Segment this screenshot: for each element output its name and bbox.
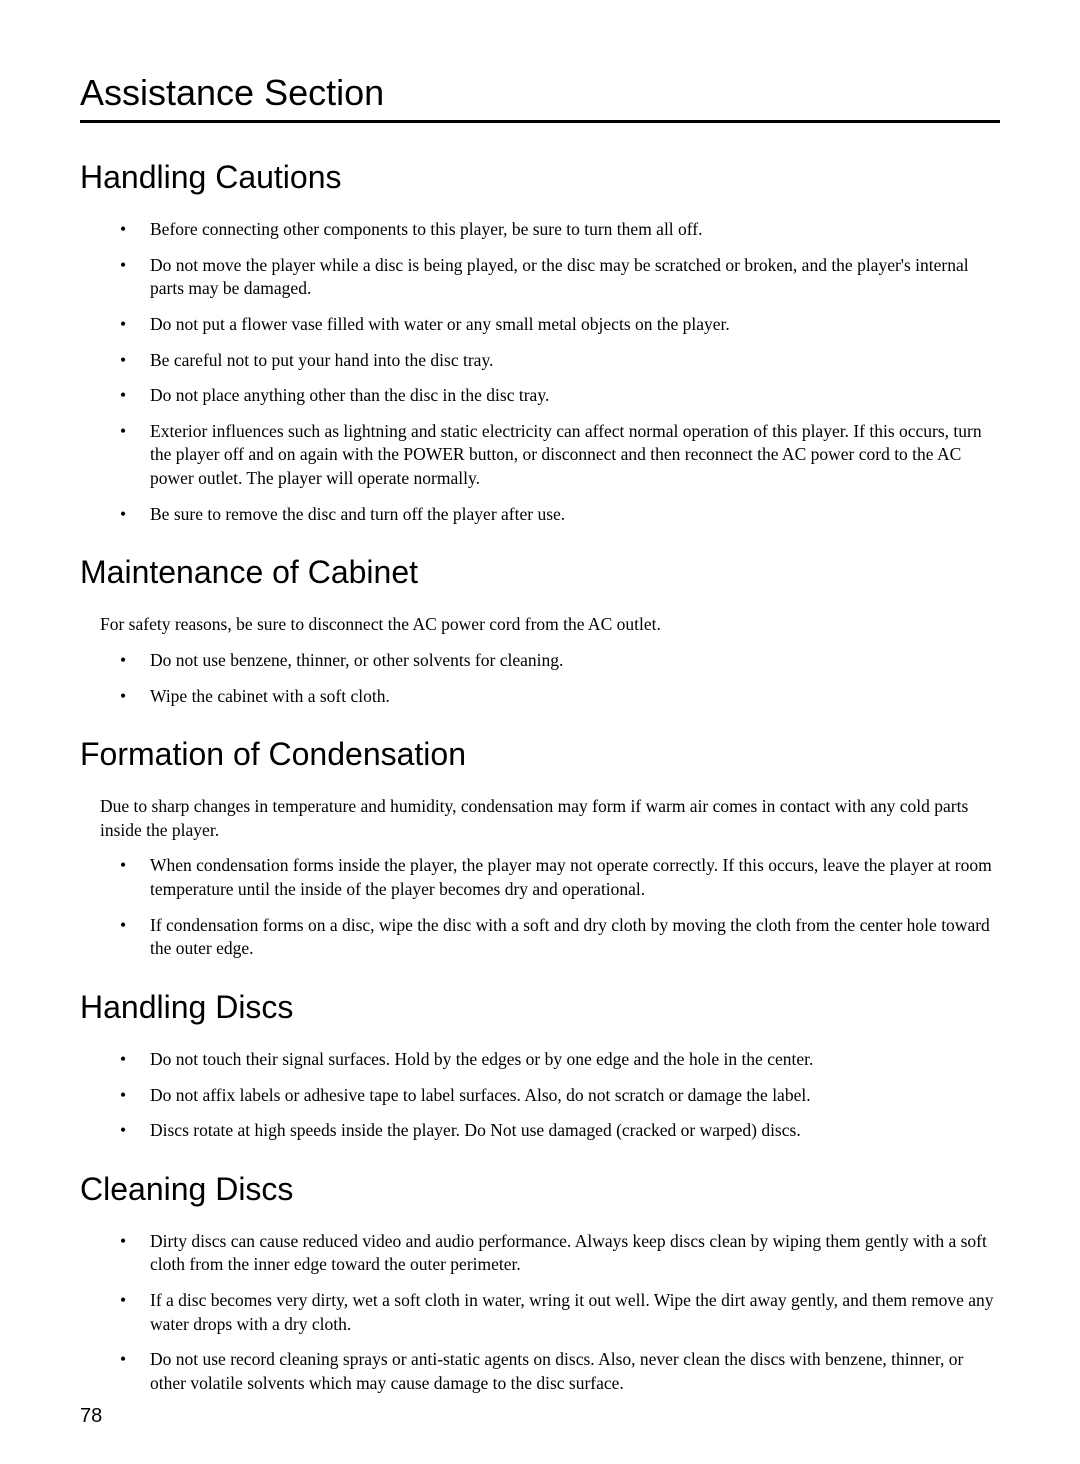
list-item: Do not affix labels or adhesive tape to …: [120, 1084, 1000, 1108]
section-handling-cautions: Handling Cautions Before connecting othe…: [80, 159, 1000, 526]
list-item: Do not place anything other than the dis…: [120, 384, 1000, 408]
list-item: When condensation forms inside the playe…: [120, 854, 1000, 901]
list-item: If a disc becomes very dirty, wet a soft…: [120, 1289, 1000, 1336]
list-item: Before connecting other components to th…: [120, 218, 1000, 242]
section-condensation: Formation of Condensation Due to sharp c…: [80, 736, 1000, 961]
section-maintenance-cabinet: Maintenance of Cabinet For safety reason…: [80, 554, 1000, 708]
document-page: Assistance Section Handling Cautions Bef…: [0, 0, 1080, 1464]
intro-paragraph: For safety reasons, be sure to disconnec…: [100, 613, 1000, 637]
list-item: Do not touch their signal surfaces. Hold…: [120, 1048, 1000, 1072]
intro-paragraph: Due to sharp changes in temperature and …: [100, 795, 1000, 842]
subheading: Formation of Condensation: [80, 736, 1000, 773]
list-item: Discs rotate at high speeds inside the p…: [120, 1119, 1000, 1143]
list-item: Do not put a flower vase filled with wat…: [120, 313, 1000, 337]
list-item: Be careful not to put your hand into the…: [120, 349, 1000, 373]
bullet-list: When condensation forms inside the playe…: [120, 854, 1000, 961]
list-item: Be sure to remove the disc and turn off …: [120, 503, 1000, 527]
section-cleaning-discs: Cleaning Discs Dirty discs can cause red…: [80, 1171, 1000, 1396]
list-item: If condensation forms on a disc, wipe th…: [120, 914, 1000, 961]
list-item: Exterior influences such as lightning an…: [120, 420, 1000, 491]
subheading: Handling Cautions: [80, 159, 1000, 196]
bullet-list: Dirty discs can cause reduced video and …: [120, 1230, 1000, 1396]
bullet-list: Before connecting other components to th…: [120, 218, 1000, 526]
list-item: Do not move the player while a disc is b…: [120, 254, 1000, 301]
list-item: Do not use benzene, thinner, or other so…: [120, 649, 1000, 673]
subheading: Maintenance of Cabinet: [80, 554, 1000, 591]
list-item: Dirty discs can cause reduced video and …: [120, 1230, 1000, 1277]
section-handling-discs: Handling Discs Do not touch their signal…: [80, 989, 1000, 1143]
subheading: Handling Discs: [80, 989, 1000, 1026]
bullet-list: Do not touch their signal surfaces. Hold…: [120, 1048, 1000, 1143]
list-item: Wipe the cabinet with a soft cloth.: [120, 685, 1000, 709]
list-item: Do not use record cleaning sprays or ant…: [120, 1348, 1000, 1395]
bullet-list: Do not use benzene, thinner, or other so…: [120, 649, 1000, 708]
section-title: Assistance Section: [80, 72, 1000, 123]
subheading: Cleaning Discs: [80, 1171, 1000, 1208]
page-number: 78: [80, 1405, 102, 1428]
